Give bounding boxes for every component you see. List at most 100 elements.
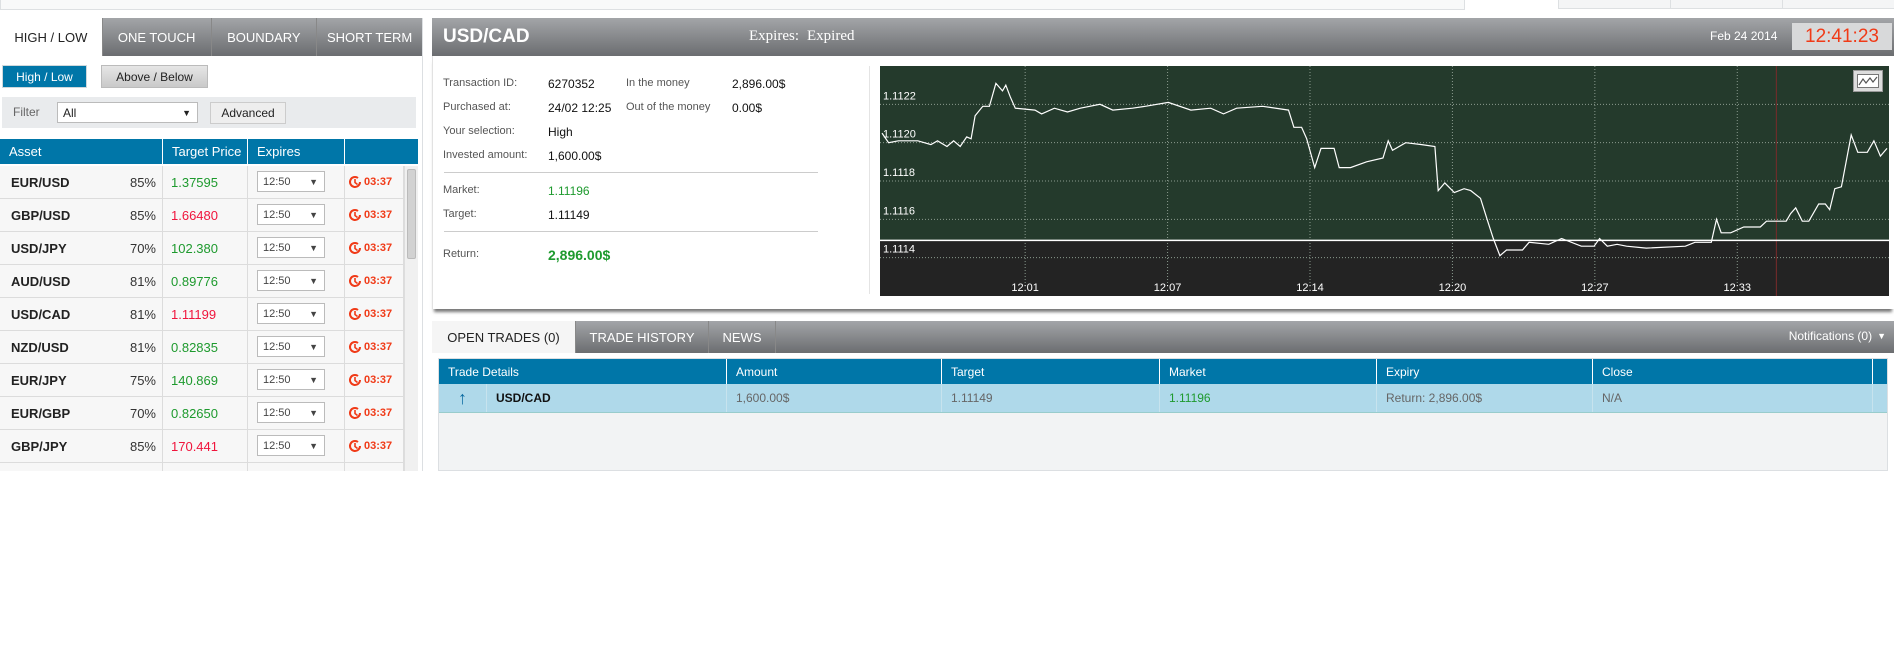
expires-select[interactable]: 12:50 ▼ <box>257 270 325 291</box>
asset-table-body: EUR/USD 85% 1.37595 12:50 ▼ 03:37 GBP/USD 85… <box>0 166 404 471</box>
transaction-id: 6270352 <box>548 77 595 91</box>
out-money-value: 0.00$ <box>732 101 763 115</box>
expires-cell: 12:50 ▼ <box>248 397 345 429</box>
market-label: Market: <box>443 184 480 196</box>
asset-cell: EUR/GBP 70% <box>0 397 163 429</box>
return-value: 2,896.00$ <box>548 247 611 263</box>
above-below-button[interactable]: Above / Below <box>101 65 208 88</box>
expires-value: 12:50 <box>263 274 291 287</box>
tab-high-low[interactable]: HIGH / LOW <box>0 18 102 56</box>
tab-open-trades[interactable]: OPEN TRADES (0) <box>432 321 576 353</box>
asset-row[interactable]: AUD/USD 81% 0.89776 12:50 ▼ 03:37 <box>0 265 404 298</box>
payout: 70% <box>129 240 156 256</box>
target-price: 140.869 <box>163 364 248 396</box>
option-type-tabs: HIGH / LOW ONE TOUCH BOUNDARY SHORT TERM <box>0 18 422 56</box>
expires-select[interactable]: 12:50 ▼ <box>257 237 325 258</box>
countdown: 03:37 <box>364 341 393 353</box>
bottom-tabs-bar: OPEN TRADES (0) TRADE HISTORY NEWS Notif… <box>432 321 1894 353</box>
filter-bar: Filter All ▼ Advanced <box>2 97 416 128</box>
filter-value: All <box>63 105 77 120</box>
asset-row[interactable]: EUR/USD 85% 1.37595 12:50 ▼ 03:37 <box>0 166 404 199</box>
divider <box>869 66 870 294</box>
expires-select[interactable]: 12:50 ▼ <box>257 204 325 225</box>
countdown-cell: 03:37 <box>345 430 404 462</box>
payout: 85% <box>129 207 156 223</box>
filter-label: Filter <box>13 105 40 119</box>
tab-short-term[interactable]: SHORT TERM <box>316 18 422 56</box>
expires-value: 12:50 <box>263 175 291 188</box>
scrollbar-thumb[interactable] <box>407 169 416 259</box>
asset-row[interactable]: USD/JPY 70% 102.380 12:50 ▼ 03:37 <box>0 232 404 265</box>
asset-scrollbar[interactable] <box>404 166 418 471</box>
asset-cell: GBP/JPY 85% <box>0 430 163 462</box>
asset-panel: HIGH / LOW ONE TOUCH BOUNDARY SHORT TERM… <box>0 18 423 471</box>
tab-news[interactable]: NEWS <box>709 321 776 353</box>
expires-label: Expires: <box>749 28 799 44</box>
asset-row[interactable] <box>0 463 404 471</box>
col-target-price: Target Price <box>163 139 248 164</box>
asset-cell: USD/CAD 81% <box>0 298 163 330</box>
asset-row[interactable]: GBP/JPY 85% 170.441 12:50 ▼ 03:37 <box>0 430 404 463</box>
chevron-down-icon: ▼ <box>309 440 318 451</box>
open-trades-table: Trade Details Amount Target Market Expir… <box>438 358 1888 471</box>
clock-arrow-icon <box>349 440 361 452</box>
col-target: Target <box>942 359 1160 384</box>
y-tick-label: 1.1122 <box>883 90 916 102</box>
expires-cell: 12:50 ▼ <box>248 364 345 396</box>
asset-name: EUR/JPY <box>11 372 67 388</box>
chevron-down-icon: ▼ <box>309 176 318 187</box>
asset-row[interactable]: NZD/USD 81% 0.82835 12:50 ▼ 03:37 <box>0 331 404 364</box>
target-value: 1.11149 <box>548 208 590 222</box>
trade-row[interactable]: ↑ USD/CAD 1,600.00$ 1.11149 1.11196 Retu… <box>439 384 1887 413</box>
filter-select[interactable]: All ▼ <box>57 102 198 123</box>
payout: 81% <box>129 306 156 322</box>
y-tick-label: 1.1116 <box>883 205 915 217</box>
asset-row[interactable]: EUR/GBP 70% 0.82650 12:50 ▼ 03:37 <box>0 397 404 430</box>
notifications-dropdown[interactable]: Notifications (0) ▼ <box>1789 329 1886 343</box>
expires-select[interactable]: 12:50 ▼ <box>257 369 325 390</box>
target-price: 102.380 <box>163 232 248 264</box>
asset-cell: EUR/JPY 75% <box>0 364 163 396</box>
countdown: 03:37 <box>364 374 393 386</box>
expires-select[interactable]: 12:50 ▼ <box>257 402 325 423</box>
tab-trade-history[interactable]: TRADE HISTORY <box>576 321 709 353</box>
chevron-down-icon: ▼ <box>182 107 191 118</box>
expires-value: 12:50 <box>263 307 291 320</box>
high-low-button[interactable]: High / Low <box>2 65 87 88</box>
chevron-down-icon: ▼ <box>309 308 318 319</box>
clock-arrow-icon <box>349 209 361 221</box>
expires-select[interactable]: 12:50 ▼ <box>257 435 325 456</box>
tab-one-touch[interactable]: ONE TOUCH <box>101 18 211 56</box>
asset-cell: GBP/USD 85% <box>0 199 163 231</box>
clock-arrow-icon <box>349 308 361 320</box>
target-price: 0.82835 <box>163 331 248 363</box>
asset-row[interactable]: USD/CAD 81% 1.11199 12:50 ▼ 03:37 <box>0 298 404 331</box>
payout: 70% <box>129 405 156 421</box>
expires-select[interactable]: 12:50 ▼ <box>257 303 325 324</box>
expires-select[interactable]: 12:50 ▼ <box>257 171 325 192</box>
advanced-button[interactable]: Advanced <box>210 102 286 124</box>
y-tick-label: 1.1114 <box>883 244 915 256</box>
payout: 81% <box>129 273 156 289</box>
price-chart[interactable]: 1.1122 1.1120 1.1118 1.1116 1.1114 12:01 12:07… <box>880 66 1889 296</box>
selection-label: Your selection: <box>443 125 515 137</box>
countdown-cell: 03:37 <box>345 331 404 363</box>
asset-row[interactable]: EUR/JPY 75% 140.869 12:50 ▼ 03:37 <box>0 364 404 397</box>
payout: 81% <box>129 339 156 355</box>
trade-header: USD/CAD Expires: Expired Feb 24 2014 12:… <box>432 18 1894 56</box>
countdown: 03:37 <box>364 407 393 419</box>
trades-header: Trade Details Amount Target Market Expir… <box>439 359 1887 384</box>
notifications-label: Notifications (0) <box>1788 329 1873 343</box>
col-amount: Amount <box>727 359 942 384</box>
clock-arrow-icon <box>349 341 361 353</box>
clock-arrow-icon <box>349 176 361 188</box>
tab-boundary[interactable]: BOUNDARY <box>210 18 317 56</box>
target-price: 0.82650 <box>163 397 248 429</box>
expires-select[interactable]: 12:50 ▼ <box>257 336 325 357</box>
asset-name: USD/JPY <box>11 240 67 256</box>
y-tick-label: 1.1120 <box>883 129 916 141</box>
asset-row[interactable]: GBP/USD 85% 1.66480 12:50 ▼ 03:37 <box>0 199 404 232</box>
line-chart-icon <box>1857 74 1879 88</box>
x-tick-label: 12:27 <box>1581 282 1609 294</box>
chart-type-button[interactable] <box>1853 70 1883 92</box>
